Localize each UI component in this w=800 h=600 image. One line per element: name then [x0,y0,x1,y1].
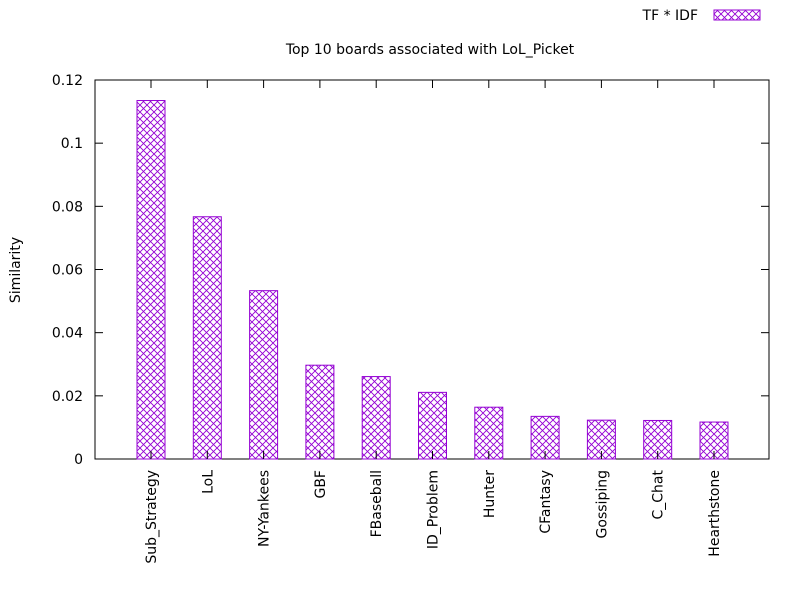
x-tick-label: GBF [313,470,329,499]
x-tick-label: Hunter [482,470,498,518]
x-tick-label: LoL [200,470,216,494]
y-axis-ticks: 0 0.02 0.04 0.06 0.08 0.1 0.12 [52,73,769,468]
chart-title: Top 10 boards associated with LoL_Picket [285,42,575,58]
bar-id-problem [418,391,447,460]
x-tick-label: FBaseball [369,470,385,537]
bar-gbf [305,364,335,460]
x-tick-label: ID_Problem [426,470,442,549]
x-tick-label: NY-Yankees [257,470,273,547]
y-axis-label: Similarity [8,237,24,303]
x-tick-label: Gossiping [594,470,610,538]
x-axis-ticks: Sub_Strategy LoL NY-Yankees GBF FBaseball ID_… [144,80,723,564]
x-tick-label: Sub_Strategy [144,470,160,564]
y-tick-label: 0.02 [52,389,83,405]
legend-swatch [713,9,761,21]
x-tick-label: C_Chat [651,469,667,519]
legend-label: TF * IDF [642,8,698,24]
bars [136,100,729,460]
y-tick-label: 0.12 [52,73,83,89]
bar-ny-yankees [249,290,279,460]
legend: TF * IDF [642,8,761,24]
bar-sub-strategy [136,100,166,460]
x-tick-label: Hearthstone [707,470,723,557]
bar-hunter [474,406,504,460]
y-tick-label: 0.08 [52,199,83,215]
x-tick-label: CFantasy [538,470,554,534]
y-tick-label: 0.1 [61,136,83,152]
y-tick-label: 0.06 [52,263,83,279]
y-tick-label: 0 [74,452,83,468]
y-tick-label: 0.04 [52,326,83,342]
bar-lol [192,216,222,460]
bar-cfantasy [530,415,560,460]
bar-fbaseball [361,376,391,460]
